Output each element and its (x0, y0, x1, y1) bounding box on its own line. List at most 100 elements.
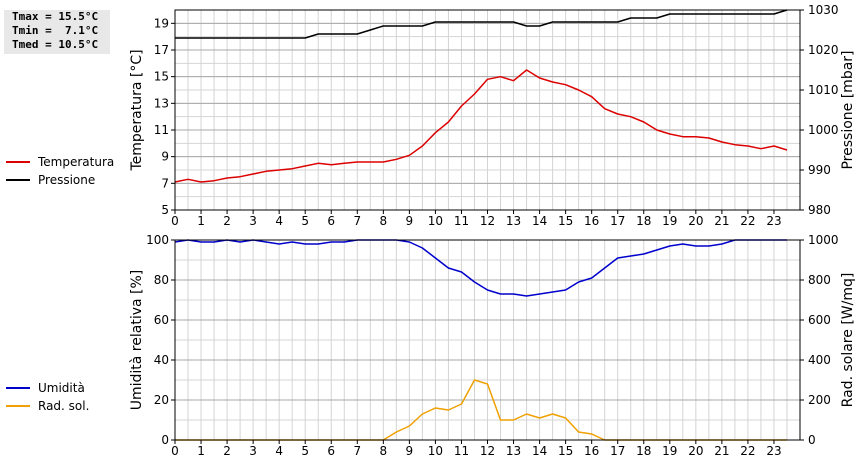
bottom-x-tick-label: 16 (584, 444, 599, 458)
top-y2-tick-label: 1030 (808, 3, 839, 17)
bottom-x-tick-label: 1 (197, 444, 205, 458)
top-x-tick-label: 5 (301, 214, 309, 228)
top-x-tick-label: 6 (327, 214, 335, 228)
top-y-tick-label: 7 (161, 176, 169, 190)
bottom-x-tick-label: 9 (406, 444, 414, 458)
legend-swatch-pressure (6, 179, 30, 181)
top-y2-tick-label: 1020 (808, 43, 839, 57)
top-x-tick-label: 13 (506, 214, 521, 228)
bottom-x-tick-label: 15 (558, 444, 573, 458)
stat-tmax: Tmax = 15.5°C (12, 10, 99, 23)
bottom-y-axis-title: Umidità relativa [%] (129, 270, 145, 411)
top-series-secondary-line (175, 9, 788, 39)
top-y-tick-label: 11 (154, 123, 169, 137)
bottom-x-tick-label: 22 (740, 444, 755, 458)
legend-item-humidity: Umidità (6, 379, 89, 397)
bottom-y-tick-label: 60 (154, 313, 169, 327)
top-x-tick-label: 22 (740, 214, 755, 228)
bottom-x-tick-label: 21 (714, 444, 729, 458)
top-x-tick-label: 3 (249, 214, 257, 228)
bottom-series-primary-line (174, 239, 787, 297)
bottom-x-tick-label: 23 (766, 444, 781, 458)
top-y2-tick-label: 990 (808, 163, 831, 177)
legend-item-temperature: Temperatura (6, 153, 114, 171)
bottom-x-tick-label: 12 (480, 444, 495, 458)
legend-label-pressure: Pressione (38, 173, 96, 187)
bottom-x-tick-label: 6 (327, 444, 335, 458)
legend-bottom: Umidità Rad. sol. (6, 379, 89, 415)
bottom-x-tick-label: 2 (223, 444, 231, 458)
bottom-y-tick-label: 80 (154, 273, 169, 287)
top-x-tick-label: 18 (636, 214, 651, 228)
stat-tmin: Tmin = 7.1°C (12, 24, 99, 37)
bottom-y2-tick-label: 600 (808, 313, 831, 327)
top-x-tick-label: 15 (558, 214, 573, 228)
top-y-axis-title: Temperatura [°C] (129, 49, 145, 171)
top-x-tick-label: 9 (406, 214, 414, 228)
top-y-tick-label: 15 (154, 70, 169, 84)
legend-label-humidity: Umidità (38, 381, 85, 395)
bottom-y-tick-label: 20 (154, 393, 169, 407)
bottom-x-tick-label: 3 (249, 444, 257, 458)
top-y2-tick-label: 1010 (808, 83, 839, 97)
top-x-tick-label: 16 (584, 214, 599, 228)
top-x-tick-label: 0 (171, 214, 179, 228)
bottom-y2-tick-label: 200 (808, 393, 831, 407)
bottom-y2-tick-label: 0 (808, 433, 816, 447)
legend-swatch-solar-radiation (6, 405, 30, 407)
bottom-y2-tick-label: 1000 (808, 233, 839, 247)
top-x-tick-label: 23 (766, 214, 781, 228)
top-y-tick-label: 17 (154, 43, 169, 57)
top-x-tick-label: 17 (610, 214, 625, 228)
top-x-tick-label: 21 (714, 214, 729, 228)
bottom-x-tick-label: 7 (353, 444, 361, 458)
bottom-series-secondary-line (175, 379, 787, 441)
bottom-y2-axis-title: Rad. solare [W/mq] (840, 273, 856, 408)
bottom-y2-tick-label: 400 (808, 353, 831, 367)
bottom-x-tick-label: 13 (506, 444, 521, 458)
top-x-tick-label: 14 (532, 214, 547, 228)
top-y2-tick-label: 1000 (808, 123, 839, 137)
legend-top: Temperatura Pressione (6, 153, 114, 189)
legend-item-solar-radiation: Rad. sol. (6, 397, 89, 415)
bottom-y-tick-label: 0 (161, 433, 169, 447)
top-x-tick-label: 20 (688, 214, 703, 228)
top-x-tick-label: 1 (197, 214, 205, 228)
bottom-x-tick-label: 10 (428, 444, 443, 458)
bottom-y-tick-label: 40 (154, 353, 169, 367)
top-y-tick-label: 13 (154, 96, 169, 110)
top-y-tick-label: 9 (161, 150, 169, 164)
bottom-x-tick-label: 4 (275, 444, 283, 458)
top-y-tick-label: 5 (161, 203, 169, 217)
legend-label-solar-radiation: Rad. sol. (38, 399, 90, 413)
bottom-x-tick-label: 0 (171, 444, 179, 458)
legend-swatch-humidity (6, 387, 30, 389)
top-x-tick-label: 11 (454, 214, 469, 228)
bottom-x-tick-label: 8 (380, 444, 388, 458)
stat-tmed: Tmed = 10.5°C (12, 38, 99, 51)
bottom-x-tick-label: 14 (532, 444, 547, 458)
top-x-tick-label: 2 (223, 214, 231, 228)
top-series-primary-line (174, 69, 788, 183)
stats-box: Tmax = 15.5°C Tmin = 7.1°C Tmed = 10.5°C (4, 10, 110, 54)
top-x-tick-label: 8 (380, 214, 388, 228)
bottom-y2-tick-label: 800 (808, 273, 831, 287)
bottom-x-tick-label: 11 (454, 444, 469, 458)
top-x-tick-label: 7 (353, 214, 361, 228)
top-y2-axis-title: Pressione [mbar] (840, 50, 856, 169)
legend-item-pressure: Pressione (6, 171, 114, 189)
top-x-tick-label: 19 (662, 214, 677, 228)
top-y-tick-label: 19 (154, 16, 169, 30)
bottom-x-tick-label: 18 (636, 444, 651, 458)
top-x-tick-label: 4 (275, 214, 283, 228)
top-y2-tick-label: 980 (808, 203, 831, 217)
legend-swatch-temperature (6, 161, 30, 163)
legend-label-temperature: Temperatura (38, 155, 115, 169)
bottom-y-tick-label: 100 (146, 233, 169, 247)
top-x-tick-label: 10 (428, 214, 443, 228)
top-x-tick-label: 12 (480, 214, 495, 228)
bottom-x-tick-label: 20 (688, 444, 703, 458)
bottom-x-tick-label: 17 (610, 444, 625, 458)
bottom-x-tick-label: 19 (662, 444, 677, 458)
